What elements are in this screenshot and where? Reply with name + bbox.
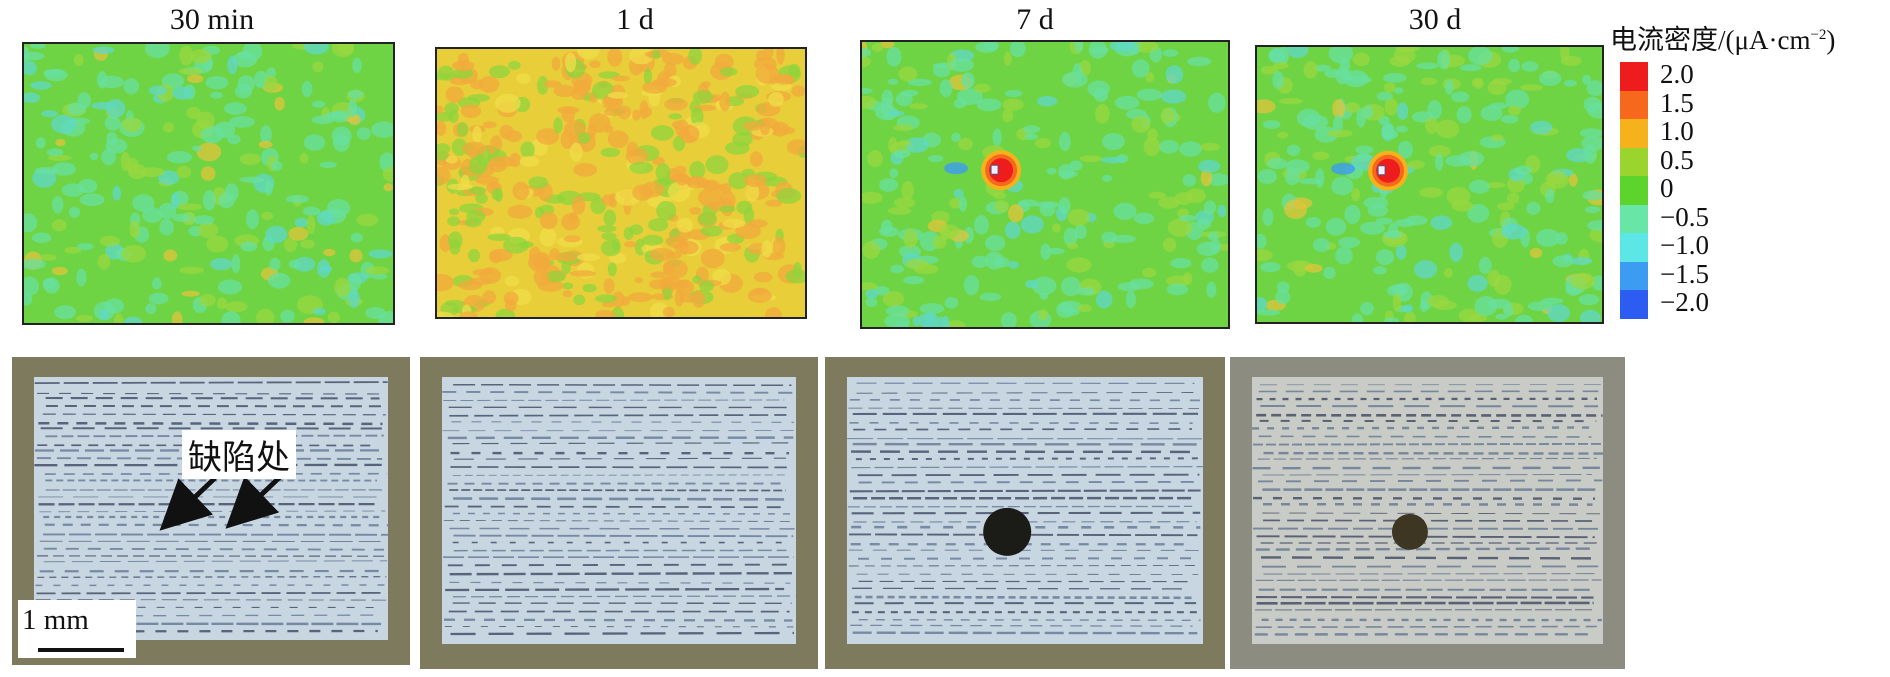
defect-annotation: 缺陷处: [182, 430, 296, 479]
legend-swatch: [1620, 147, 1648, 176]
scale-bar-line: [38, 648, 124, 652]
current-density-map-7d: [860, 40, 1230, 329]
legend-label: −2.0: [1660, 287, 1709, 317]
color-legend: 2.0 1.5 1.0 0.5 0 −0.5 −1.0 −1.5 −2.0: [1620, 60, 1709, 319]
panel-title-1d: 1 d: [616, 3, 654, 36]
legend-swatch: [1620, 233, 1648, 262]
current-density-map-1d: [435, 47, 807, 319]
sample-photo-1d: [420, 357, 818, 669]
panel-title-30d: 30 d: [1408, 3, 1462, 36]
current-density-map-30min: [22, 42, 395, 325]
scale-bar-label: 1 mm: [22, 604, 89, 636]
legend-swatch: [1620, 90, 1648, 119]
legend-label: −1.0: [1660, 230, 1709, 260]
legend-label: 0: [1660, 173, 1674, 203]
legend-swatch: [1620, 176, 1648, 205]
sample-photo-7d: [825, 357, 1225, 669]
legend-label: 2.0: [1660, 59, 1694, 89]
sample-photo-30d: [1230, 357, 1625, 669]
legend-swatch: [1620, 290, 1648, 319]
panel-title-7d: 7 d: [1016, 3, 1054, 36]
legend-swatch: [1620, 119, 1648, 148]
current-density-map-30d: [1255, 45, 1604, 324]
legend-label: −0.5: [1660, 201, 1709, 232]
legend-swatch: [1620, 62, 1648, 91]
legend-title: 电流密度/(μA·cm−2): [1610, 25, 1836, 55]
legend-label: 0.5: [1660, 144, 1694, 175]
legend-label: 1.0: [1660, 116, 1694, 146]
legend-swatch: [1620, 261, 1648, 290]
legend-swatch: [1620, 204, 1648, 233]
panel-title-30min: 30 min: [169, 3, 255, 36]
legend-label: 1.5: [1660, 87, 1694, 118]
legend-label: −1.5: [1660, 258, 1709, 289]
